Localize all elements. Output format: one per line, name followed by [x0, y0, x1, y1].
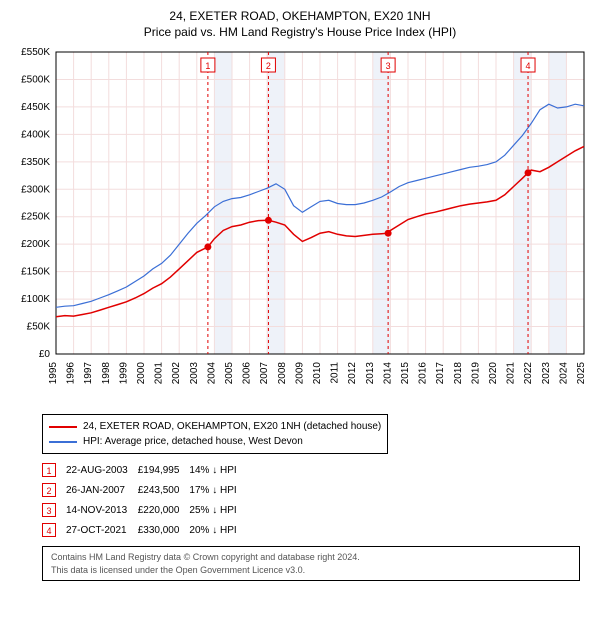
svg-text:2005: 2005 [224, 362, 235, 385]
marker-delta: 17% ↓ HPI [189, 480, 246, 500]
marker-number-box: 4 [42, 523, 56, 537]
svg-text:1998: 1998 [101, 362, 112, 385]
svg-text:2003: 2003 [189, 362, 200, 385]
title-line-1: 24, EXETER ROAD, OKEHAMPTON, EX20 1NH [10, 8, 590, 24]
svg-text:2025: 2025 [576, 362, 587, 385]
marker-number-box: 3 [42, 503, 56, 517]
sale-marker-row: 3 14-NOV-2013£220,00025% ↓ HPI [42, 500, 247, 520]
legend-swatch-1 [49, 426, 77, 428]
svg-text:2020: 2020 [488, 362, 499, 385]
legend-label-2: HPI: Average price, detached house, West… [83, 434, 303, 449]
marker-delta: 20% ↓ HPI [189, 520, 246, 540]
svg-text:2015: 2015 [400, 362, 411, 385]
sale-marker-table: 1 22-AUG-2003£194,99514% ↓ HPI 2 26-JAN-200… [42, 460, 247, 540]
marker-number-box: 1 [42, 463, 56, 477]
svg-text:2024: 2024 [558, 362, 569, 385]
svg-text:1: 1 [205, 61, 210, 71]
svg-text:£100K: £100K [21, 294, 50, 305]
legend: 24, EXETER ROAD, OKEHAMPTON, EX20 1NH (d… [42, 414, 388, 454]
chart-svg: £0 £50K £100K £150K £200K £250K £300K £350K £400… [10, 46, 590, 406]
svg-text:2007: 2007 [259, 362, 270, 385]
sale-marker-row: 4 27-OCT-2021£330,00020% ↓ HPI [42, 520, 247, 540]
svg-text:2002: 2002 [171, 362, 182, 385]
svg-text:2022: 2022 [523, 362, 534, 385]
svg-text:£350K: £350K [21, 157, 50, 168]
marker-number-box: 2 [42, 483, 56, 497]
sale-marker-row: 1 22-AUG-2003£194,99514% ↓ HPI [42, 460, 247, 480]
footer: Contains HM Land Registry data © Crown c… [42, 546, 580, 580]
marker-date: 22-AUG-2003 [66, 460, 138, 480]
marker-date: 14-NOV-2013 [66, 500, 138, 520]
svg-text:£150K: £150K [21, 267, 50, 278]
svg-text:2021: 2021 [506, 362, 517, 385]
marker-date: 26-JAN-2007 [66, 480, 138, 500]
title-block: 24, EXETER ROAD, OKEHAMPTON, EX20 1NH Pr… [10, 8, 590, 40]
marker-price: £220,000 [138, 500, 190, 520]
svg-text:4: 4 [526, 61, 531, 71]
footer-line-1: Contains HM Land Registry data © Crown c… [51, 551, 571, 563]
svg-text:1996: 1996 [66, 362, 77, 385]
svg-text:2009: 2009 [294, 362, 305, 385]
legend-swatch-2 [49, 441, 77, 443]
svg-text:£50K: £50K [27, 322, 51, 333]
svg-text:2011: 2011 [330, 362, 341, 384]
svg-text:2000: 2000 [136, 362, 147, 385]
svg-text:2012: 2012 [347, 362, 358, 385]
legend-row-1: 24, EXETER ROAD, OKEHAMPTON, EX20 1NH (d… [49, 419, 381, 434]
legend-row-2: HPI: Average price, detached house, West… [49, 434, 381, 449]
svg-text:£250K: £250K [21, 212, 50, 223]
svg-text:£450K: £450K [21, 102, 50, 113]
svg-text:2013: 2013 [365, 362, 376, 385]
marker-date: 27-OCT-2021 [66, 520, 138, 540]
svg-text:2019: 2019 [470, 362, 481, 385]
svg-text:£400K: £400K [21, 130, 50, 141]
svg-text:2008: 2008 [277, 362, 288, 385]
svg-text:3: 3 [386, 61, 391, 71]
svg-text:2001: 2001 [154, 362, 165, 385]
svg-text:£550K: £550K [21, 47, 50, 58]
svg-text:2010: 2010 [312, 362, 323, 385]
svg-text:£200K: £200K [21, 240, 50, 251]
title-line-2: Price paid vs. HM Land Registry's House … [10, 24, 590, 40]
svg-text:1995: 1995 [48, 362, 59, 385]
svg-text:2014: 2014 [382, 362, 393, 385]
sale-marker-row: 2 26-JAN-2007£243,50017% ↓ HPI [42, 480, 247, 500]
svg-text:2017: 2017 [435, 362, 446, 385]
svg-text:£500K: £500K [21, 75, 50, 86]
marker-price: £330,000 [138, 520, 190, 540]
svg-text:2006: 2006 [242, 362, 253, 385]
marker-delta: 25% ↓ HPI [189, 500, 246, 520]
svg-text:£300K: £300K [21, 185, 50, 196]
svg-text:2016: 2016 [418, 362, 429, 385]
svg-text:2004: 2004 [206, 362, 217, 385]
legend-label-1: 24, EXETER ROAD, OKEHAMPTON, EX20 1NH (d… [83, 419, 381, 434]
marker-delta: 14% ↓ HPI [189, 460, 246, 480]
figure-container: 24, EXETER ROAD, OKEHAMPTON, EX20 1NH Pr… [0, 0, 600, 620]
svg-text:2: 2 [266, 61, 271, 71]
marker-price: £194,995 [138, 460, 190, 480]
chart: £0 £50K £100K £150K £200K £250K £300K £350K £400… [10, 46, 590, 406]
svg-text:2018: 2018 [453, 362, 464, 385]
svg-text:2023: 2023 [541, 362, 552, 385]
footer-line-2: This data is licensed under the Open Gov… [51, 564, 571, 576]
svg-text:1997: 1997 [83, 362, 94, 385]
svg-text:£0: £0 [39, 349, 51, 360]
svg-text:1999: 1999 [118, 362, 129, 385]
marker-price: £243,500 [138, 480, 190, 500]
